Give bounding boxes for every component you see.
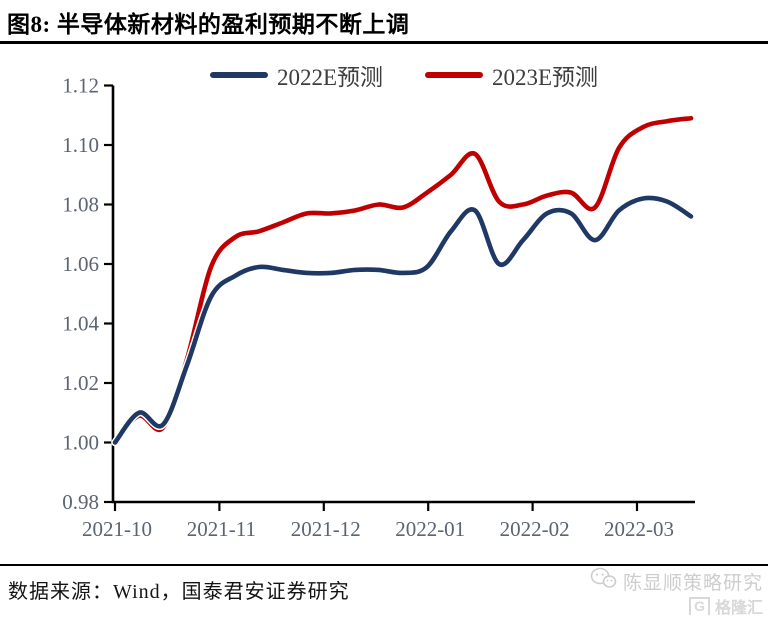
svg-text:2021-12: 2021-12 — [291, 517, 361, 541]
watermark-logo-text: 格隆汇 — [714, 600, 763, 617]
source-note: 数据来源：Wind，国泰君安证券研究 — [8, 581, 350, 603]
bottom-rule — [0, 564, 768, 566]
wechat-icon — [589, 566, 617, 596]
watermark-account: 陈显顺策略研究 — [622, 572, 763, 594]
watermark: 陈显顺策略研究 G 格隆汇 — [589, 566, 763, 618]
svg-text:2022-03: 2022-03 — [604, 517, 674, 541]
svg-text:0.98: 0.98 — [62, 490, 99, 514]
chart-legend: 2022E预测 2023E预测 — [113, 58, 695, 92]
svg-text:1.12: 1.12 — [62, 74, 99, 98]
svg-text:1.06: 1.06 — [62, 252, 99, 276]
legend-item-2023e: 2023E预测 — [425, 58, 598, 92]
svg-text:1.00: 1.00 — [62, 431, 99, 455]
legend-label-2022e: 2022E预测 — [276, 65, 383, 90]
svg-text:1.10: 1.10 — [62, 133, 99, 157]
svg-text:1.08: 1.08 — [62, 193, 99, 217]
svg-text:2022-01: 2022-01 — [395, 517, 465, 541]
svg-text:1.04: 1.04 — [62, 312, 99, 336]
svg-text:2021-10: 2021-10 — [82, 517, 152, 541]
legend-item-2022e: 2022E预测 — [209, 58, 383, 92]
gelonghui-logo-icon: G — [689, 597, 710, 615]
legend-label-2023e: 2023E预测 — [492, 65, 599, 90]
legend-line-swatch-2022e — [209, 72, 268, 78]
svg-text:2022-02: 2022-02 — [500, 517, 570, 541]
svg-text:1.02: 1.02 — [62, 371, 99, 395]
figure-title: 图8: 半导体新材料的盈利预期不断上调 — [7, 12, 410, 37]
legend-line-swatch-2023e — [425, 72, 483, 78]
svg-text:2021-11: 2021-11 — [187, 517, 256, 541]
title-rule — [0, 41, 768, 44]
